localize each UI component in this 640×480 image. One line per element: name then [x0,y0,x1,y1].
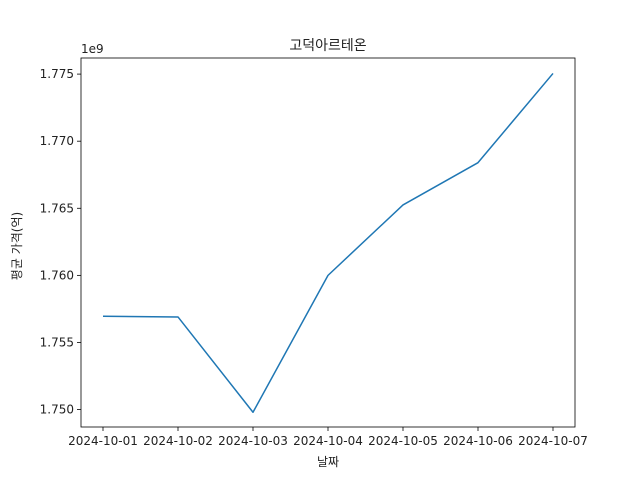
x-tick-label: 2024-10-05 [368,434,438,448]
x-tick-label: 2024-10-02 [143,434,213,448]
x-axis-label: 날짜 [317,455,339,469]
plot-frame [80,57,576,428]
y-tick-label: 1.750 [40,403,74,417]
y-tick-label: 1.760 [40,268,74,282]
x-tick-label: 2024-10-03 [218,434,288,448]
chart-title: 고덕아르테온 [289,38,366,54]
y-axis-label: 평균 가격(억) [10,212,24,280]
x-tick-label: 2024-10-07 [518,434,588,448]
x-tick-label: 2024-10-01 [68,434,138,448]
plot-area: 2024-10-01 2024-10-02 2024-10-03 2024-10-04… [40,57,588,448]
y-tick-label: 1.770 [40,134,74,148]
y-tick-label: 1.755 [40,335,74,349]
series-line-1 [102,72,554,413]
y-tick-label: 1.765 [40,201,74,215]
x-tick-label: 2024-10-06 [443,434,513,448]
y-tick-label: 1.775 [40,67,74,81]
y-offset-label: 1e9 [81,42,104,56]
x-tick-label: 2024-10-04 [293,434,363,448]
